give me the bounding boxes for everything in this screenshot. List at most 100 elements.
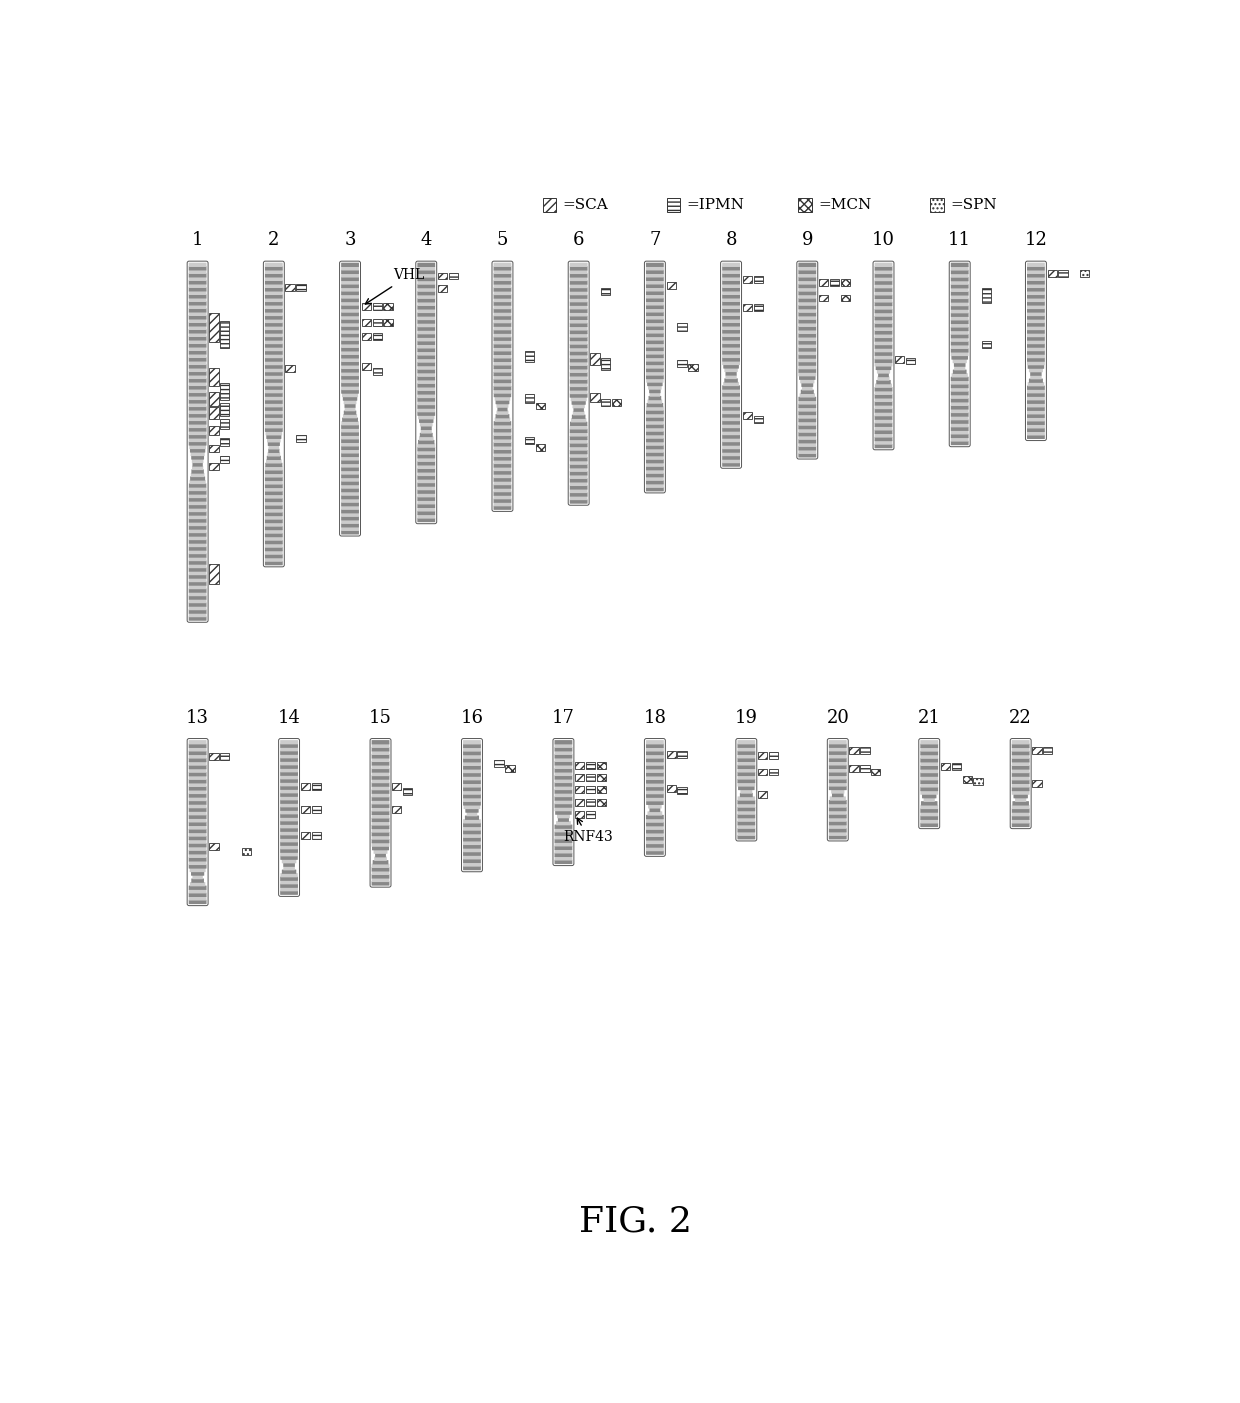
FancyBboxPatch shape	[1027, 269, 1045, 274]
FancyBboxPatch shape	[494, 435, 511, 439]
FancyBboxPatch shape	[569, 467, 588, 471]
FancyBboxPatch shape	[569, 478, 588, 483]
FancyBboxPatch shape	[418, 485, 435, 490]
FancyBboxPatch shape	[265, 543, 283, 547]
FancyBboxPatch shape	[188, 804, 207, 808]
FancyBboxPatch shape	[828, 755, 847, 759]
FancyBboxPatch shape	[569, 341, 588, 345]
FancyBboxPatch shape	[265, 396, 283, 400]
FancyBboxPatch shape	[188, 843, 207, 847]
FancyBboxPatch shape	[650, 393, 660, 397]
FancyBboxPatch shape	[372, 797, 389, 801]
FancyBboxPatch shape	[828, 769, 847, 773]
FancyBboxPatch shape	[188, 751, 207, 755]
Bar	[758, 791, 768, 798]
FancyBboxPatch shape	[280, 821, 298, 825]
FancyBboxPatch shape	[569, 460, 588, 464]
FancyBboxPatch shape	[188, 744, 207, 748]
FancyBboxPatch shape	[877, 380, 890, 384]
FancyBboxPatch shape	[952, 369, 966, 375]
FancyBboxPatch shape	[265, 347, 283, 351]
Bar	[362, 303, 371, 310]
Bar	[667, 751, 676, 758]
FancyBboxPatch shape	[722, 269, 740, 274]
FancyBboxPatch shape	[265, 501, 283, 505]
Text: 4: 4	[420, 231, 432, 250]
FancyBboxPatch shape	[265, 354, 283, 358]
FancyBboxPatch shape	[557, 814, 570, 818]
FancyBboxPatch shape	[738, 769, 755, 773]
FancyBboxPatch shape	[799, 304, 816, 309]
FancyBboxPatch shape	[799, 341, 816, 345]
FancyBboxPatch shape	[280, 880, 298, 884]
FancyBboxPatch shape	[188, 365, 207, 369]
Bar	[895, 356, 904, 362]
FancyBboxPatch shape	[188, 758, 207, 762]
FancyBboxPatch shape	[188, 386, 207, 390]
FancyBboxPatch shape	[832, 793, 843, 797]
FancyBboxPatch shape	[418, 267, 435, 271]
Bar	[743, 304, 751, 311]
Bar	[383, 320, 393, 325]
FancyBboxPatch shape	[1028, 365, 1044, 369]
FancyBboxPatch shape	[280, 793, 298, 797]
FancyBboxPatch shape	[569, 376, 588, 380]
FancyBboxPatch shape	[372, 842, 389, 847]
FancyBboxPatch shape	[828, 804, 847, 808]
FancyBboxPatch shape	[188, 553, 207, 557]
FancyBboxPatch shape	[569, 495, 588, 499]
FancyBboxPatch shape	[188, 333, 207, 337]
Bar	[575, 786, 584, 793]
FancyBboxPatch shape	[372, 881, 389, 885]
FancyBboxPatch shape	[280, 796, 298, 800]
FancyBboxPatch shape	[418, 404, 435, 408]
FancyBboxPatch shape	[372, 828, 389, 832]
FancyBboxPatch shape	[722, 442, 740, 446]
Bar	[210, 463, 218, 470]
FancyBboxPatch shape	[463, 773, 481, 777]
FancyBboxPatch shape	[265, 368, 283, 372]
FancyBboxPatch shape	[573, 407, 584, 412]
FancyBboxPatch shape	[341, 449, 358, 453]
FancyBboxPatch shape	[265, 540, 283, 544]
FancyBboxPatch shape	[188, 772, 207, 776]
FancyBboxPatch shape	[951, 384, 968, 389]
FancyBboxPatch shape	[951, 415, 968, 421]
FancyBboxPatch shape	[646, 794, 663, 798]
FancyBboxPatch shape	[646, 276, 663, 281]
FancyBboxPatch shape	[418, 408, 435, 412]
FancyBboxPatch shape	[646, 302, 663, 306]
FancyBboxPatch shape	[280, 760, 298, 766]
FancyBboxPatch shape	[494, 281, 511, 285]
Bar	[221, 383, 229, 400]
FancyBboxPatch shape	[722, 288, 740, 292]
FancyBboxPatch shape	[341, 467, 358, 471]
FancyBboxPatch shape	[646, 744, 663, 748]
FancyBboxPatch shape	[646, 297, 663, 302]
FancyBboxPatch shape	[418, 462, 435, 466]
FancyBboxPatch shape	[921, 801, 937, 805]
FancyBboxPatch shape	[188, 414, 207, 418]
FancyBboxPatch shape	[951, 394, 968, 398]
FancyBboxPatch shape	[265, 316, 283, 320]
FancyBboxPatch shape	[828, 832, 847, 836]
Bar	[601, 289, 610, 296]
FancyBboxPatch shape	[554, 853, 573, 857]
Bar	[973, 779, 982, 786]
FancyBboxPatch shape	[920, 762, 939, 766]
FancyBboxPatch shape	[646, 438, 663, 442]
Text: RNF43: RNF43	[563, 818, 613, 845]
FancyBboxPatch shape	[569, 337, 588, 341]
FancyBboxPatch shape	[494, 491, 511, 495]
FancyBboxPatch shape	[569, 429, 588, 434]
FancyBboxPatch shape	[418, 518, 435, 522]
FancyBboxPatch shape	[463, 826, 481, 831]
FancyBboxPatch shape	[418, 358, 435, 363]
FancyBboxPatch shape	[280, 744, 298, 748]
FancyBboxPatch shape	[1012, 765, 1029, 770]
FancyBboxPatch shape	[874, 309, 893, 313]
FancyBboxPatch shape	[191, 871, 205, 875]
FancyBboxPatch shape	[341, 484, 358, 488]
Text: 21: 21	[918, 709, 941, 727]
FancyBboxPatch shape	[951, 424, 968, 428]
